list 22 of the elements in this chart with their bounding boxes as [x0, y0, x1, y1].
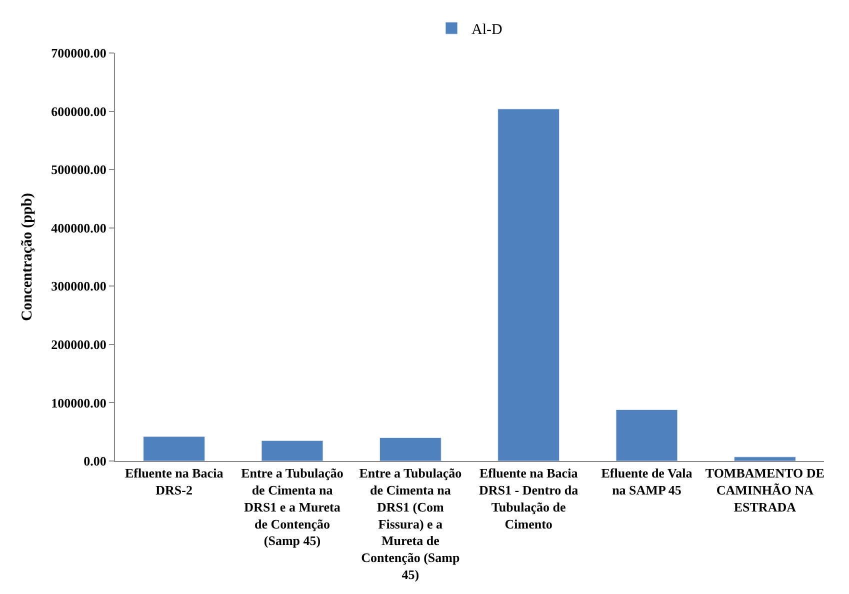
y-tick-label: 600000.00 — [51, 104, 106, 119]
x-tick-label: Entre a Tubulação de Cimenta na DRS1 (Com Fissura) e a Mureta de Contenção (Samp 45) — [359, 466, 462, 582]
y-tick-label: 700000.00 — [51, 46, 106, 61]
bar — [734, 456, 796, 461]
y-tick-label: 300000.00 — [51, 278, 106, 294]
y-tick-label: 200000.00 — [51, 336, 106, 352]
x-tick-label: Efluente na Bacia DRS1 - Dentro da Tubulação de Cimento — [479, 466, 579, 532]
y-tick-label: 400000.00 — [51, 220, 106, 236]
x-tick-label: TOMBAMENTO DE CAMINHÃO NA ESTRADA — [705, 466, 824, 514]
x-tick-label: Entre a Tubulação de Cimenta na DRS1 e a Mureta de Contenção (Samp 45) — [241, 466, 344, 548]
bar — [379, 437, 442, 461]
y-axis-title: Concentração (ppb) — [19, 193, 36, 321]
bar — [143, 436, 206, 461]
legend-label: Al-D — [472, 22, 502, 38]
y-tick-label: 500000.00 — [51, 162, 106, 178]
y-tick-label: 100000.00 — [51, 395, 106, 410]
bar — [616, 409, 678, 461]
bar — [498, 108, 560, 461]
y-tick-label: 0.00 — [84, 454, 106, 469]
x-tick-label: Efluente de Vala na SAMP 45 — [601, 466, 693, 498]
x-tick-label: Efluente na Bacia DRS-2 — [124, 466, 224, 498]
bar — [261, 440, 324, 461]
